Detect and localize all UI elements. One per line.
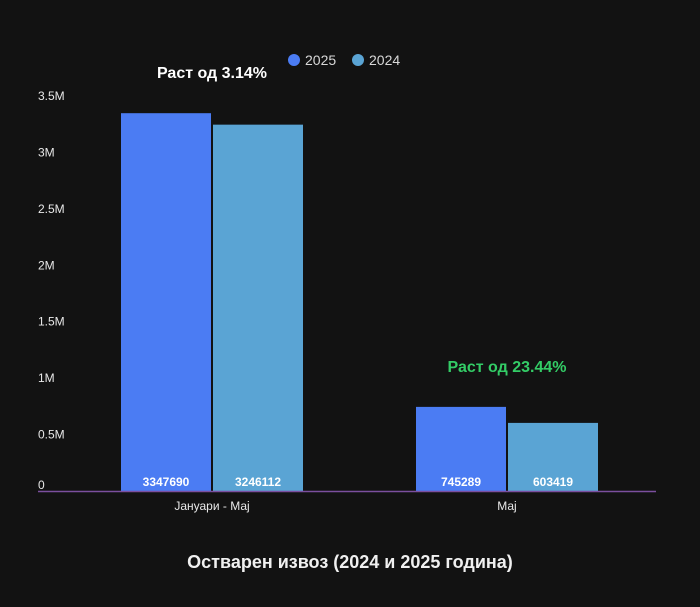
legend-label: 2024 (369, 52, 400, 68)
annotations: Раст од 3.14% Раст од 23.44% (157, 65, 567, 376)
y-tick-label: 0.5M (38, 428, 65, 442)
y-tick-label: 2M (38, 258, 55, 272)
y-axis: 0 0.5M 1M 1.5M 2M 2.5M 3M 3.5M (38, 89, 65, 492)
x-axis: Јануари - Мај Мај (38, 490, 656, 513)
x-tick-label: Јануари - Мај (174, 499, 249, 513)
bar-2025-0 (121, 113, 211, 491)
bar-2024-1 (508, 422, 598, 491)
bar-2024-0 (213, 124, 303, 491)
legend-swatch (352, 54, 364, 66)
x-tick-label: Мај (497, 499, 516, 513)
bar-labels: 3347690 3246112 745289 603419 (143, 475, 574, 489)
chart-caption: Остварен извоз (2024 и 2025 година) (187, 552, 513, 572)
growth-annotation: Раст од 23.44% (448, 359, 567, 376)
bar-data-label: 3246112 (235, 475, 281, 489)
growth-annotation: Раст од 3.14% (157, 65, 267, 82)
y-tick-label: 3.5M (38, 89, 65, 103)
legend-swatch (288, 54, 300, 66)
y-tick-label: 1M (38, 371, 55, 385)
y-tick-label: 0 (38, 478, 45, 492)
bar-data-label: 745289 (441, 475, 481, 489)
bar-data-label: 3347690 (143, 475, 190, 489)
bar-2025-1 (416, 406, 506, 491)
legend-label: 2025 (305, 52, 336, 68)
bar-data-label: 603419 (533, 475, 573, 489)
y-tick-label: 1.5M (38, 315, 65, 329)
y-tick-label: 3M (38, 145, 55, 159)
bars (121, 113, 598, 491)
legend: 2025 2024 (288, 52, 400, 68)
y-tick-label: 2.5M (38, 202, 65, 216)
